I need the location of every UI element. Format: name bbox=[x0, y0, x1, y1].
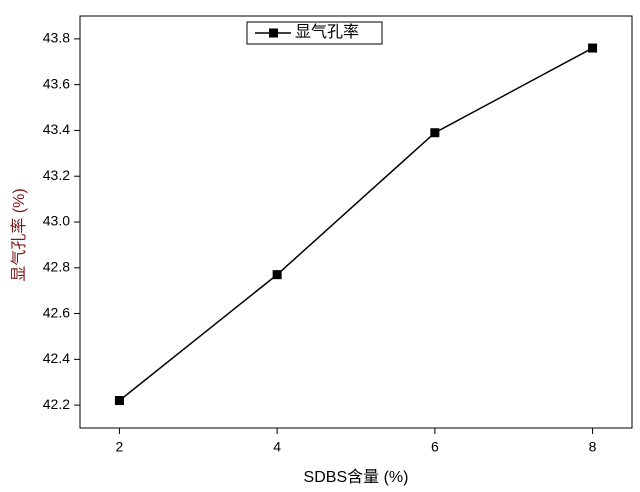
y-tick-label: 43.4 bbox=[43, 121, 70, 137]
y-tick-label: 42.8 bbox=[43, 258, 70, 274]
x-axis-label: SDBS含量 (%) bbox=[304, 468, 409, 486]
legend-marker bbox=[269, 28, 278, 38]
y-tick-label: 43.2 bbox=[43, 167, 70, 183]
y-tick-label: 43.6 bbox=[43, 75, 70, 91]
y-tick-label: 42.4 bbox=[43, 350, 70, 366]
x-tick-label: 2 bbox=[116, 439, 124, 455]
x-tick-label: 6 bbox=[431, 439, 439, 455]
data-point bbox=[272, 270, 282, 280]
legend-label: 显气孔率 bbox=[295, 23, 359, 41]
legend-box bbox=[246, 21, 383, 45]
x-tick-label: 4 bbox=[273, 439, 281, 455]
y-tick-label: 42.6 bbox=[43, 304, 70, 320]
y-tick-label: 42.2 bbox=[43, 396, 70, 412]
y-tick-label: 43.0 bbox=[43, 213, 70, 229]
series-line bbox=[118, 47, 593, 402]
y-tick-label: 43.8 bbox=[43, 30, 70, 46]
x-tick-label: 8 bbox=[589, 439, 597, 455]
data-point bbox=[430, 128, 440, 138]
y-axis-label: 显气孔率 (%) bbox=[10, 188, 28, 281]
data-point bbox=[114, 396, 124, 406]
data-point bbox=[588, 43, 598, 53]
